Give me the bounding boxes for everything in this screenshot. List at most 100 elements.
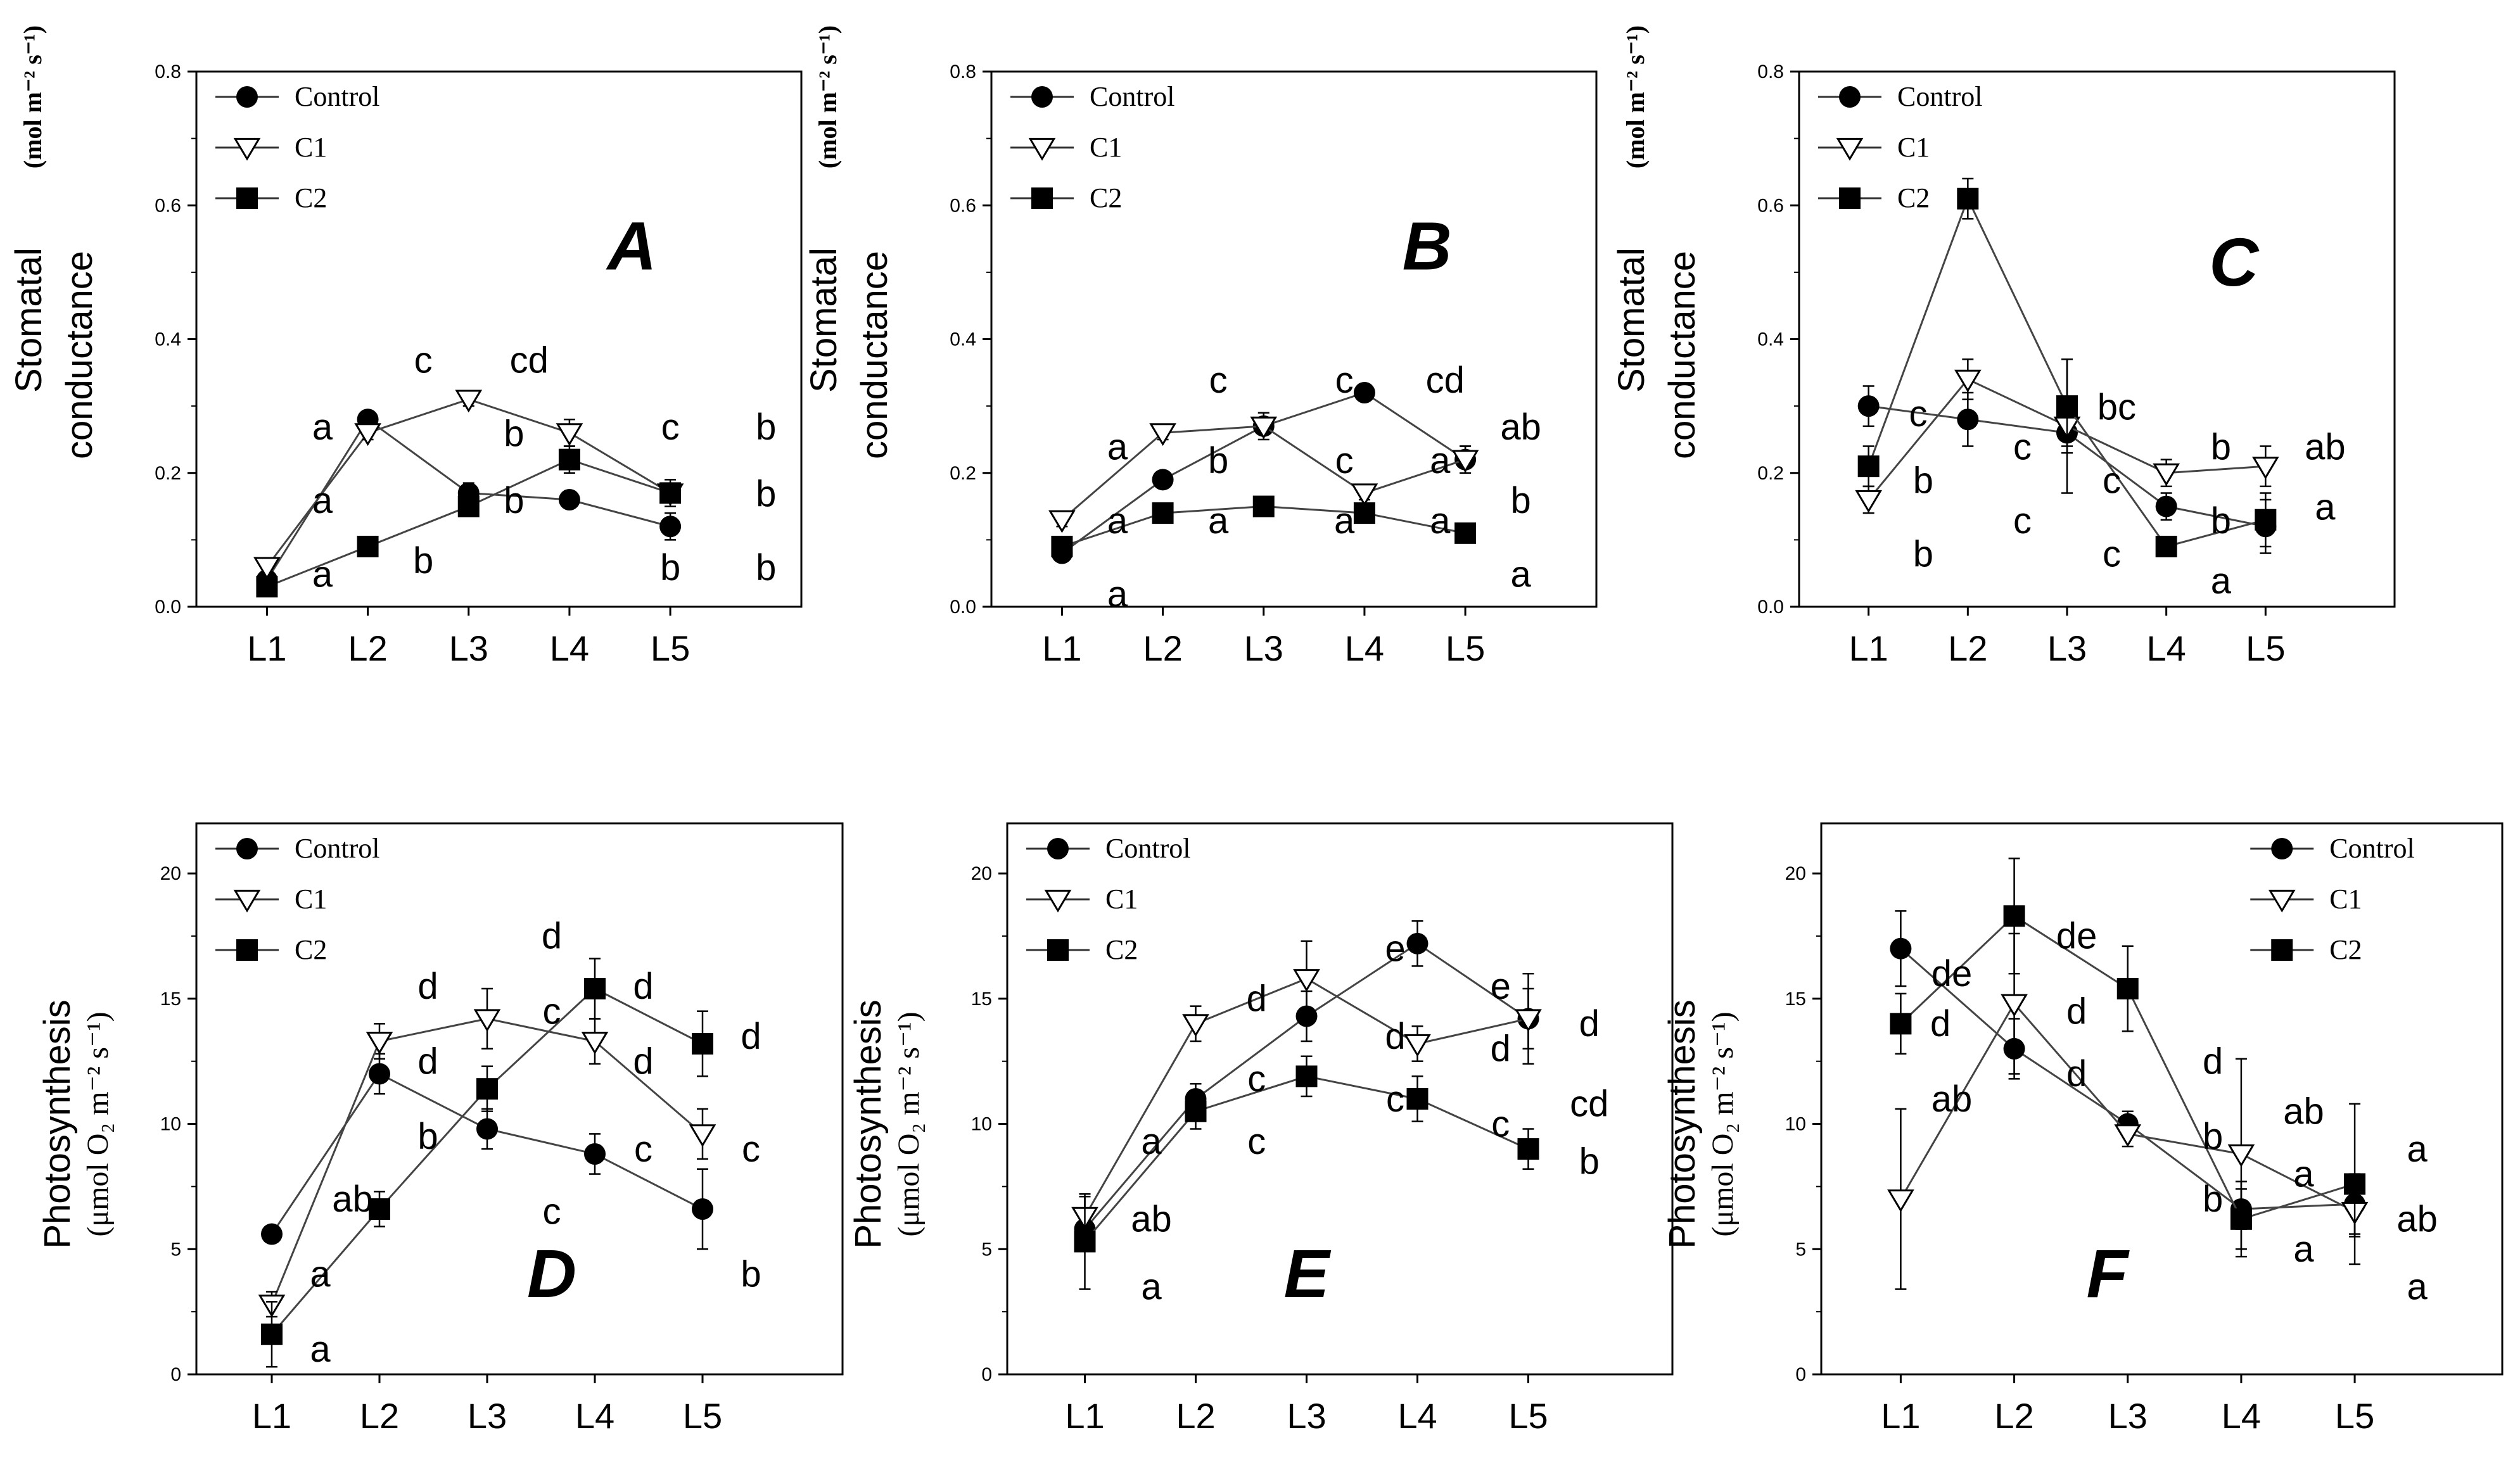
data-point <box>1404 1034 1431 1057</box>
data-point <box>457 495 480 517</box>
significance-letter: a <box>312 554 333 595</box>
significance-letter: d <box>2066 991 2087 1032</box>
data-point <box>1182 1014 1209 1037</box>
data-point <box>1051 535 1073 557</box>
panel-label: B <box>1403 208 1452 284</box>
significance-letter: a <box>1141 1121 1162 1162</box>
significance-letter: c <box>2103 460 2121 501</box>
y-axis-label-top: Stomatal <box>803 248 844 393</box>
data-point <box>1406 1088 1429 1110</box>
x-tick-label: L3 <box>2047 628 2087 668</box>
y-tick-label: 0.2 <box>155 463 181 484</box>
data-point <box>1152 469 1174 491</box>
significance-letter: d <box>542 916 562 957</box>
y-tick-label: 0.2 <box>1757 463 1784 484</box>
significance-letter: b <box>1510 480 1530 521</box>
chart-F: 0 5 10 15 20 L1 L2 L3 L4 L5 Photosynthesis (μmol O₂… <box>1662 822 2504 1436</box>
series-c2 <box>256 445 682 598</box>
series-c2 <box>1857 177 2277 557</box>
significance-letter: a <box>1430 440 1451 481</box>
data-point <box>261 1223 283 1245</box>
data-point <box>1351 483 1378 507</box>
legend-label: Control <box>1090 81 1174 112</box>
y-tick-label: 20 <box>971 863 992 884</box>
data-point <box>1855 490 1883 513</box>
significance-letter: a <box>2293 1153 2314 1194</box>
x-tick-label: L4 <box>1345 628 1384 668</box>
significance-letter: d <box>1247 979 1267 1020</box>
significance-letter: a <box>1334 500 1355 542</box>
significance-letter: c <box>1335 360 1354 401</box>
y-tick-label: 5 <box>1795 1239 1806 1260</box>
legend-marker <box>2271 939 2293 961</box>
significance-letter: ab <box>1500 407 1541 448</box>
significance-letter: ab <box>332 1179 373 1220</box>
legend-marker <box>236 86 258 108</box>
data-point <box>2227 1144 2255 1167</box>
significance-letter: de <box>2056 916 2097 957</box>
significance-letter: d <box>1491 1029 1511 1070</box>
significance-letter: a <box>2407 1266 2428 1307</box>
x-tick-label: L2 <box>1994 1396 2033 1436</box>
significance-letter: b <box>1579 1141 1600 1182</box>
significance-letter: b <box>417 1116 438 1157</box>
x-tick-label: L2 <box>1143 628 1182 668</box>
series-c2 <box>1890 858 2366 1265</box>
significance-letter: c <box>414 339 433 381</box>
legend-label: C2 <box>2329 934 2362 965</box>
significance-letter: d <box>417 966 438 1007</box>
legend-label: C1 <box>1090 132 1122 163</box>
data-point <box>253 557 281 580</box>
data-point <box>2153 463 2180 486</box>
y-axis-unit: (mol m⁻² s⁻¹) <box>18 25 47 168</box>
x-tick-label: L1 <box>1042 628 1081 668</box>
significance-letter: a <box>312 407 333 448</box>
significance-letter: e <box>1491 966 1511 1007</box>
y-axis-label: conductance <box>59 251 100 459</box>
legend-marker <box>1836 137 1864 161</box>
legend-label: C1 <box>295 132 327 163</box>
significance-letter: c <box>1491 1103 1510 1144</box>
y-tick-label: 0.6 <box>155 195 181 216</box>
significance-letter: a <box>1510 554 1531 595</box>
legend-marker <box>1028 137 1056 161</box>
chart-B: 0.0 0.2 0.4 0.6 0.8 L1 L2 L3 L4 L5 Stomatal conduct… <box>803 25 1598 668</box>
legend-marker <box>1047 939 1069 961</box>
y-axis-label-top: Stomatal <box>1611 248 1652 393</box>
data-point <box>1451 450 1479 473</box>
y-tick-label: 0 <box>170 1364 181 1385</box>
significance-letter: e <box>1385 928 1405 970</box>
significance-letter: c <box>1909 393 1928 434</box>
legend-marker <box>1031 86 1053 108</box>
data-point <box>357 535 379 557</box>
data-point <box>692 1033 713 1055</box>
data-point <box>1353 382 1375 403</box>
y-tick-label: 0 <box>981 1364 992 1385</box>
data-point <box>476 1118 498 1140</box>
series-c2 <box>1074 1055 1539 1290</box>
legend-label: C1 <box>2329 884 2362 915</box>
data-point <box>558 448 580 471</box>
x-tick-label: L3 <box>1287 1396 1326 1436</box>
chart-C: 0.0 0.2 0.4 0.6 0.8 L1 L2 L3 L4 L5 Stomatal conduct… <box>1611 25 2396 668</box>
legend-label: C1 <box>1897 132 1930 163</box>
x-tick-label: L2 <box>348 628 387 668</box>
y-tick-label: 0.8 <box>1757 61 1784 82</box>
x-tick-label: L5 <box>2335 1396 2374 1436</box>
data-point <box>1957 409 1979 431</box>
legend-marker <box>1839 187 1861 209</box>
y-tick-label: 0 <box>1795 1364 1806 1385</box>
panel-label: A <box>606 208 657 284</box>
significance-letter: c <box>1247 1058 1266 1099</box>
legend-marker <box>233 889 261 913</box>
data-point <box>2001 994 2028 1017</box>
data-point <box>261 1323 283 1345</box>
significance-letter: c <box>1209 360 1228 401</box>
data-point <box>1074 1231 1096 1253</box>
y-tick-label: 15 <box>971 989 992 1010</box>
significance-letter: d <box>1385 1016 1405 1057</box>
data-point <box>584 1143 606 1165</box>
x-tick-label: L4 <box>2222 1396 2261 1436</box>
y-tick-label: 10 <box>1785 1114 1806 1135</box>
